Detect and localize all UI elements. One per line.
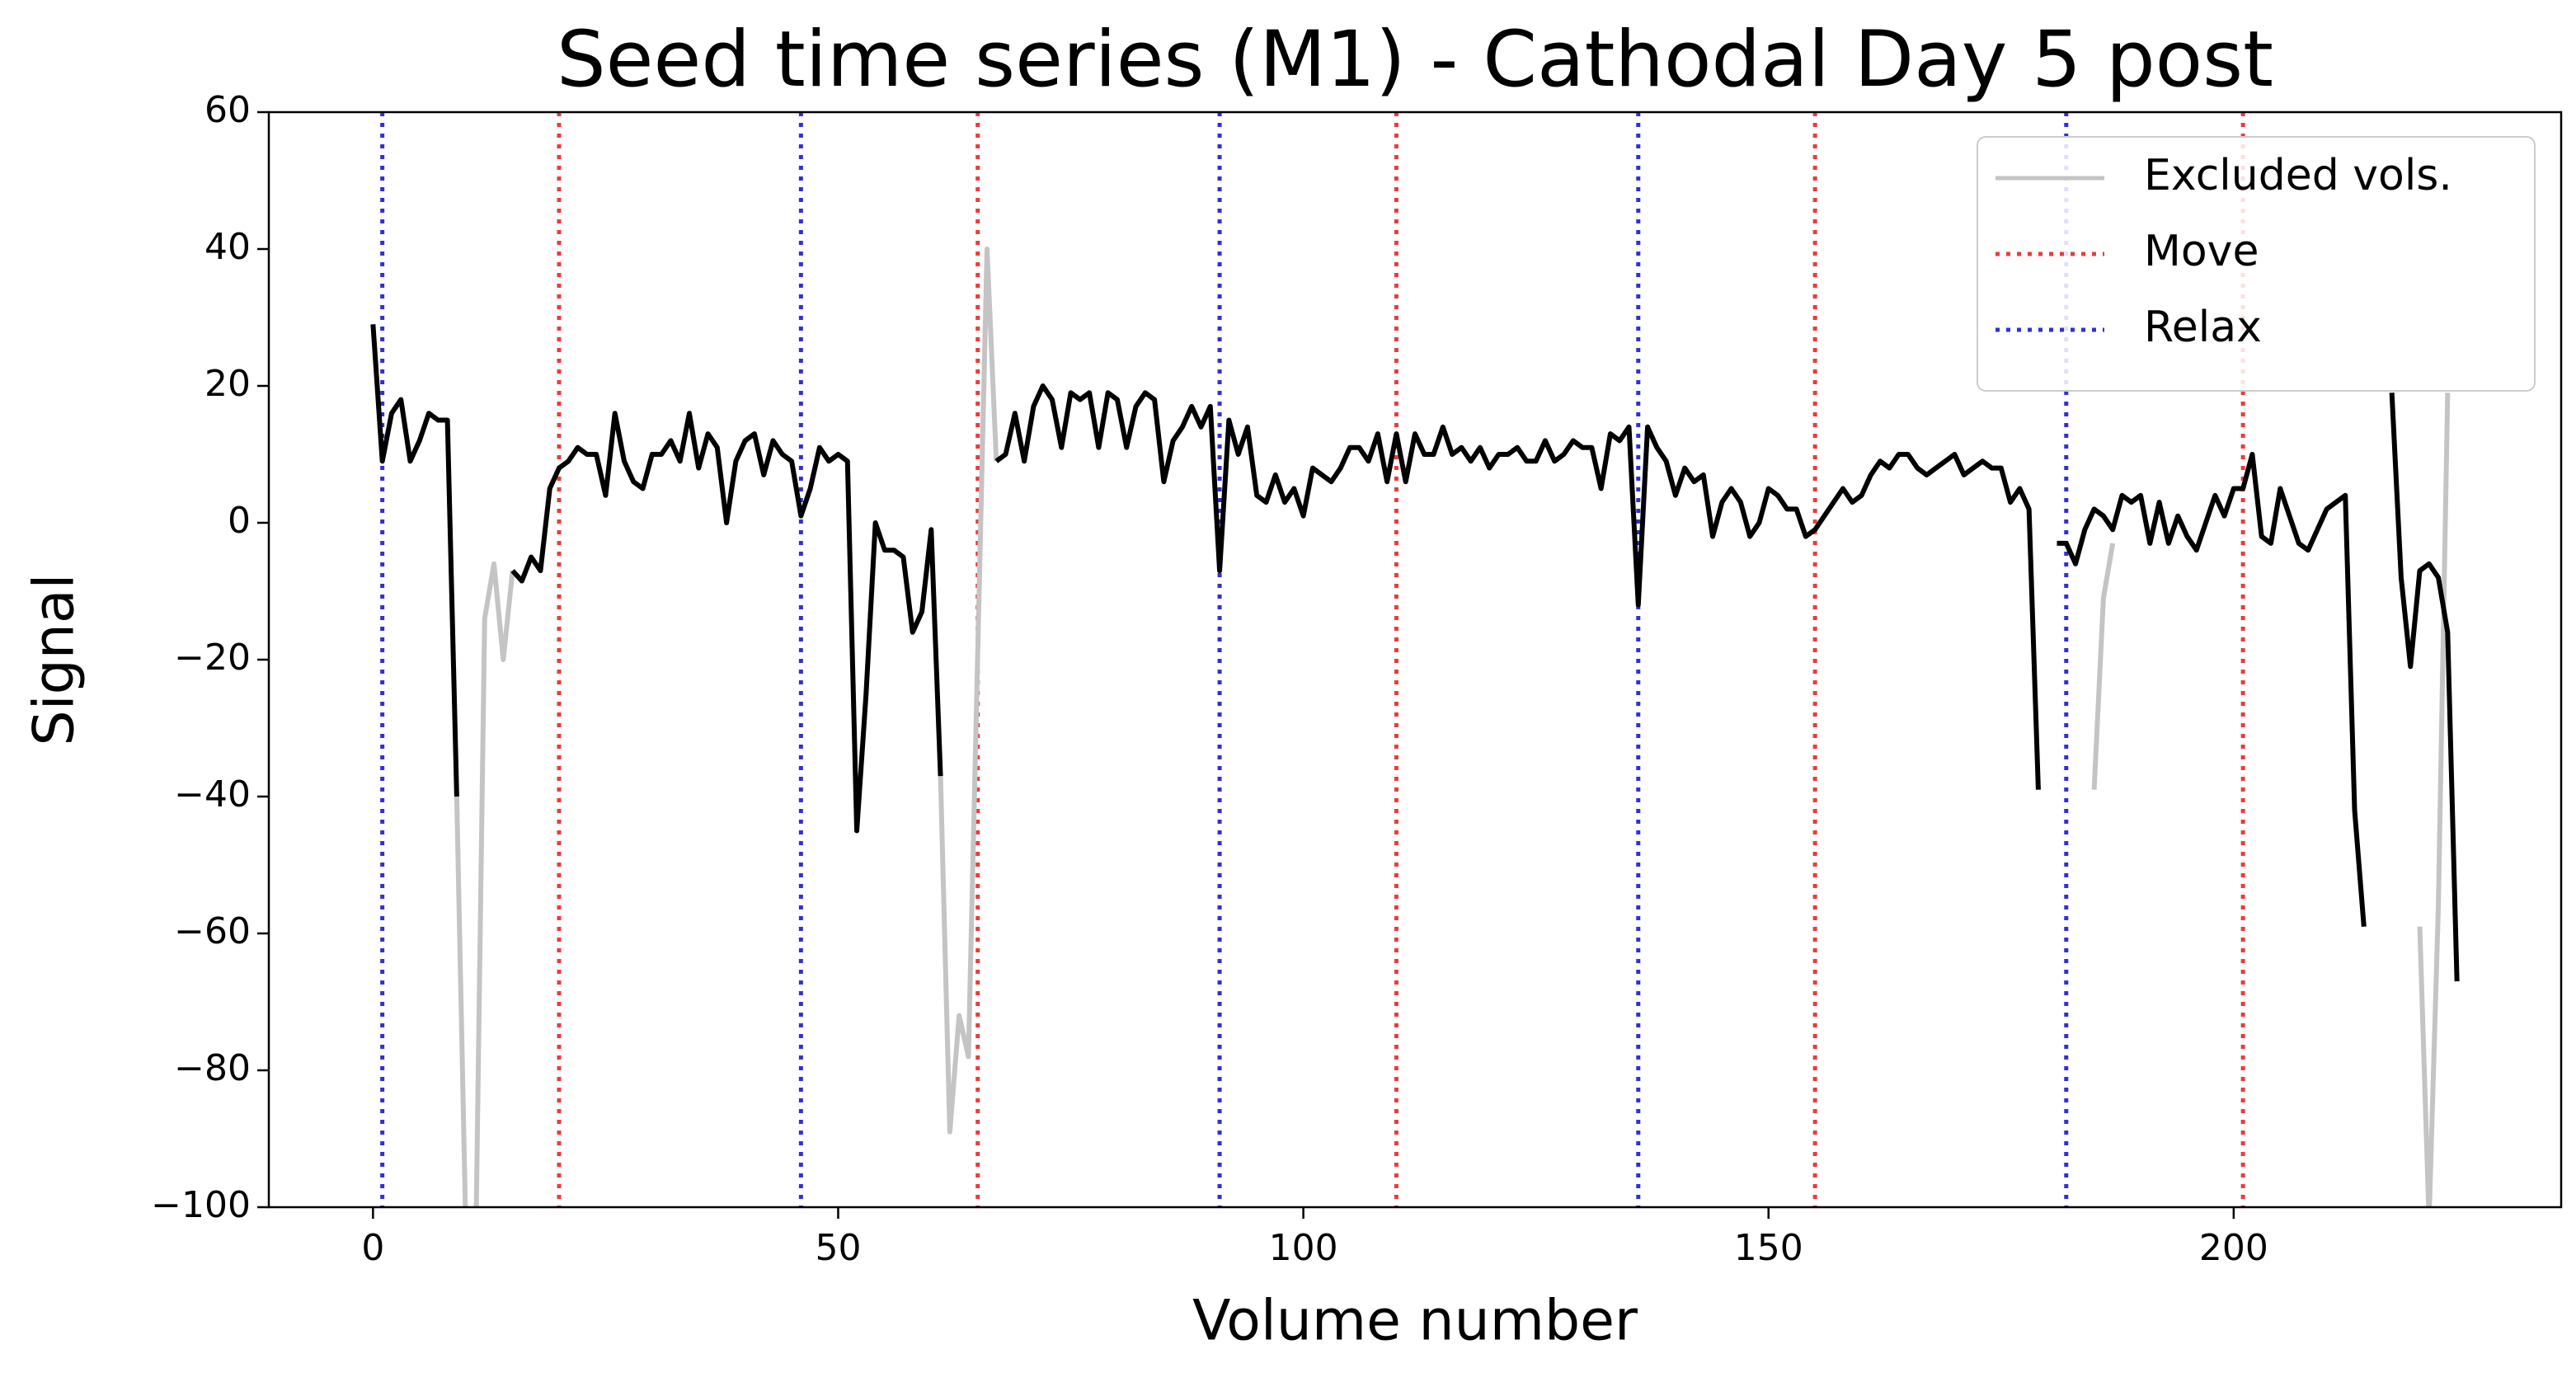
x-tick-label: 150	[1734, 1227, 1803, 1269]
chart-title: Seed time series (M1) - Cathodal Day 5 p…	[557, 15, 2273, 105]
legend: Excluded vols. Move Relax	[1977, 136, 2536, 392]
x-tick-label: 0	[361, 1227, 384, 1269]
x-tick-label: 100	[1269, 1227, 1338, 1269]
series-line	[994, 383, 2041, 790]
y-tick-label: 20	[204, 363, 251, 405]
legend-label: Move	[2144, 227, 2259, 276]
x-tick-label: 50	[815, 1227, 861, 1269]
x-tick-label: 200	[2199, 1227, 2268, 1269]
y-tick-label: −20	[174, 637, 251, 679]
series-line	[510, 411, 943, 834]
x-axis-label: Volume number	[1192, 1289, 1638, 1354]
series-line	[370, 324, 459, 797]
y-axis-label: Signal	[22, 574, 87, 746]
series-line	[2057, 452, 2367, 927]
y-tick-label: 60	[204, 89, 251, 131]
y-tick-label: −80	[174, 1047, 251, 1089]
plot-area	[370, 112, 2460, 1207]
series-line	[454, 561, 515, 1207]
y-tick-label: −100	[151, 1184, 251, 1226]
series-line	[2389, 393, 2460, 982]
y-tick-label: −60	[174, 910, 251, 952]
y-tick-label: 40	[204, 226, 251, 268]
legend-box	[1977, 136, 2536, 392]
series-line	[2417, 393, 2451, 1207]
y-tick-label: −40	[174, 773, 251, 816]
y-tick-label: 0	[228, 500, 251, 542]
legend-label: Excluded vols.	[2144, 151, 2452, 200]
series-line	[2091, 543, 2116, 790]
legend-label: Relax	[2144, 303, 2262, 352]
series-line	[938, 247, 999, 1135]
